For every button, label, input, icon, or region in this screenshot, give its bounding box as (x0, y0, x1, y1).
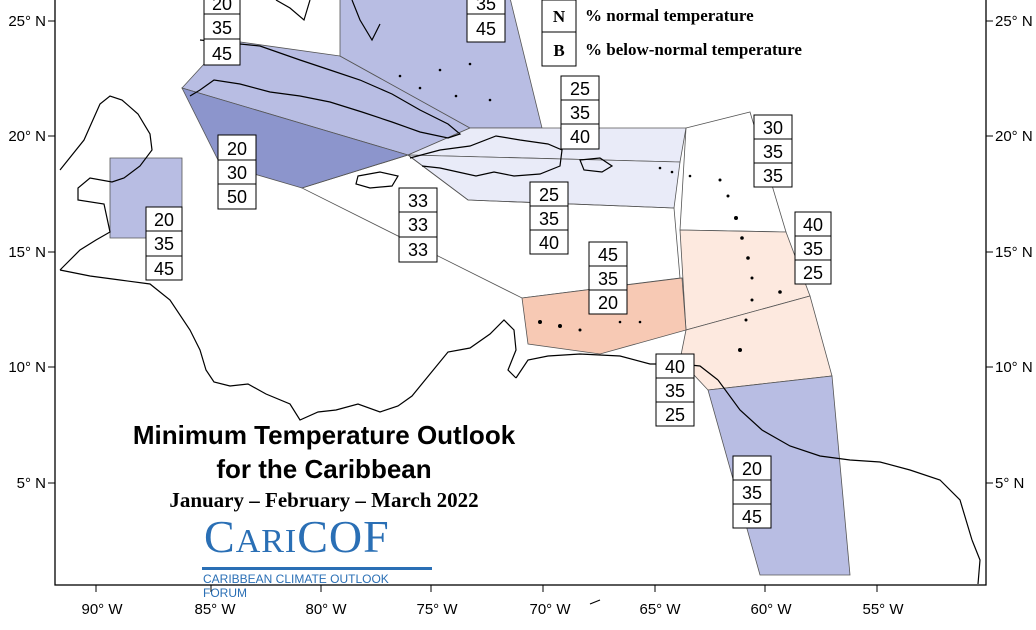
prob-value: 40 (665, 357, 685, 377)
lon-label: 85° W (194, 601, 236, 618)
legend: N B % normal temperature % below-normal … (541, 0, 802, 67)
zone-abc-islands (521, 277, 687, 355)
prob-box-caribbean-sea: 33 33 33 (398, 187, 438, 263)
title-block: Minimum Temperature Outlook for the Cari… (60, 418, 588, 514)
prob-value: 45 (476, 19, 496, 39)
prob-value: 35 (763, 166, 783, 186)
prob-value: 33 (408, 240, 428, 260)
lon-label: 65° W (639, 601, 681, 618)
map-title-line2: for the Caribbean (216, 454, 432, 484)
prob-box-bahamas-east: 35 45 (466, 0, 506, 43)
prob-value: 35 (665, 381, 685, 401)
legend-letter-b: B (553, 41, 564, 60)
prob-value: 25 (570, 79, 590, 99)
lat-labels-left: 25° N 20° N 15° N 10° N 5° N (8, 13, 46, 492)
prob-value: 30 (227, 163, 247, 183)
prob-value: 45 (598, 245, 618, 265)
prob-box-cuba: 20 30 50 (217, 134, 257, 210)
prob-value: 33 (408, 191, 428, 211)
lat-label: 15° N (995, 244, 1033, 261)
logo-tagline: CARIBBEAN CLIMATE OUTLOOK FORUM (203, 572, 389, 600)
lon-label: 80° W (305, 601, 347, 618)
prob-box-guianas: 20 35 45 (732, 455, 772, 529)
lat-label: 20° N (8, 128, 46, 145)
legend-box-n (541, 0, 577, 33)
map-title-line1: Minimum Temperature Outlook (132, 420, 516, 450)
prob-value: 35 (212, 18, 232, 38)
prob-value: 20 (154, 210, 174, 230)
lat-label: 15° N (8, 244, 46, 261)
lat-label: 20° N (995, 128, 1033, 145)
prob-value: 35 (570, 103, 590, 123)
prob-value: 40 (539, 233, 559, 253)
tick-marks (48, 20, 993, 592)
logo-wordmark: CARICOF (204, 511, 390, 562)
prob-value: 40 (803, 215, 823, 235)
prob-value: 35 (598, 269, 618, 289)
prob-value: 45 (742, 507, 762, 527)
prob-value: 50 (227, 187, 247, 207)
prob-box-windwards: 40 35 25 (794, 211, 832, 285)
prob-value: 35 (476, 0, 496, 14)
lon-labels: 90° W 85° W 80° W 75° W 70° W 65° W 60° … (81, 601, 904, 618)
lat-label: 10° N (995, 359, 1033, 376)
prob-value: 45 (212, 44, 232, 64)
prob-value: 20 (742, 459, 762, 479)
prob-value: 25 (665, 405, 685, 425)
lon-label: 75° W (416, 601, 458, 618)
legend-text-n: % normal temperature (585, 6, 754, 25)
prob-value: 25 (539, 185, 559, 205)
prob-value: 20 (212, 0, 232, 14)
prob-box-abc-islands: 45 35 20 (588, 241, 628, 315)
prob-value: 25 (803, 263, 823, 283)
logo-rule (202, 567, 432, 570)
lon-label: 70° W (529, 601, 571, 618)
prob-value: 35 (742, 483, 762, 503)
lat-label: 25° N (8, 13, 46, 30)
island-specks (398, 62, 782, 352)
prob-value: 20 (227, 139, 247, 159)
prob-value: 40 (570, 127, 590, 147)
map-period: January – February – March 2022 (169, 488, 479, 512)
lat-label: 25° N (995, 13, 1033, 30)
lon-label: 55° W (862, 601, 904, 618)
caricof-logo: CARICOF CARIBBEAN CLIMATE OUTLOOK FORUM (200, 514, 436, 600)
lat-label: 10° N (8, 359, 46, 376)
lat-label: 5° N (995, 475, 1024, 492)
prob-value: 35 (803, 239, 823, 259)
coastlines (59, 0, 981, 605)
prob-value: 35 (539, 209, 559, 229)
lat-labels-right: 25° N 20° N 15° N 10° N 5° N (995, 13, 1033, 492)
lat-label: 5° N (17, 475, 46, 492)
lon-label: 90° W (81, 601, 123, 618)
prob-box-northern-leewards: 30 35 35 (753, 114, 793, 188)
zone-polygons (109, 0, 851, 576)
prob-box-hispaniola-north: 25 35 40 (560, 75, 600, 150)
prob-box-trinidad-tobago: 40 35 25 (655, 353, 695, 427)
prob-value: 30 (763, 118, 783, 138)
legend-text-b: % below-normal temperature (585, 40, 802, 59)
legend-box-b (541, 31, 577, 67)
prob-value: 45 (154, 259, 174, 279)
prob-value: 33 (408, 215, 428, 235)
prob-box-bahamas-west: 20 35 45 (203, 0, 241, 66)
prob-value: 20 (598, 293, 618, 313)
legend-letter-n: N (553, 7, 566, 26)
prob-value: 35 (763, 142, 783, 162)
prob-box-hispaniola-south: 25 35 40 (529, 181, 569, 255)
prob-box-belize: 20 35 45 (145, 206, 183, 281)
lon-label: 60° W (750, 601, 792, 618)
prob-value: 35 (154, 234, 174, 254)
